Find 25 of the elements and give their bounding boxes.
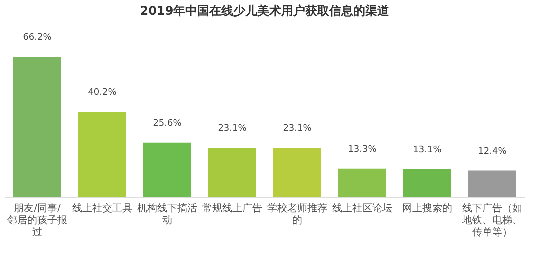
x-tick-label: 机构线下搞活动 xyxy=(138,202,198,226)
data-label: 23.1% xyxy=(218,124,248,134)
x-tick-label: 线上社区论坛 xyxy=(332,202,392,214)
data-label: 66.2% xyxy=(23,33,52,43)
data-label: 23.1% xyxy=(283,124,312,134)
chart-title: 2019年中国在线少儿美术用户获取信息的渠道 xyxy=(140,4,391,18)
data-label: 12.4% xyxy=(478,146,508,157)
bar xyxy=(14,57,62,197)
data-label: 40.2% xyxy=(88,88,118,98)
data-label: 13.3% xyxy=(348,144,378,155)
bar xyxy=(144,142,192,197)
bar xyxy=(274,148,322,197)
bar xyxy=(78,112,126,197)
x-tick-label: 线下广告（如地铁、电梯、传单等） xyxy=(462,202,522,238)
bar xyxy=(208,148,256,197)
data-label: 25.6% xyxy=(153,118,182,129)
x-tick-label: 朋友/同事/邻居的孩子报过 xyxy=(8,202,68,238)
x-tick-label: 线上社交工具 xyxy=(72,202,132,214)
bar xyxy=(338,168,386,197)
bar xyxy=(404,169,452,197)
bar xyxy=(468,170,516,197)
x-tick-label: 学校老师推荐的 xyxy=(268,202,328,226)
x-tick-label: 网上搜索的 xyxy=(402,202,452,214)
x-tick-label: 常规线上广告 xyxy=(202,202,262,214)
data-label: 13.1% xyxy=(413,145,442,156)
